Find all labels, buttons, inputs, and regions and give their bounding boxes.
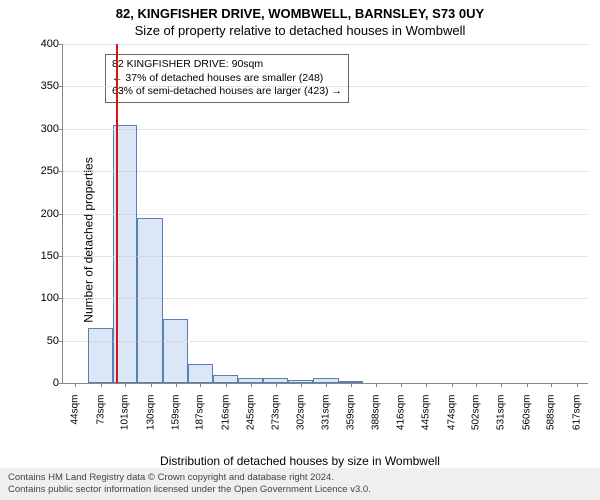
grid-line [63,129,588,130]
x-tick-label: 101sqm [120,395,131,431]
x-tick-mark [452,383,453,387]
y-tick-mark [59,383,63,384]
x-tick-label: 187sqm [195,395,206,431]
y-tick-label: 300 [25,123,59,135]
y-tick-label: 400 [25,38,59,50]
y-tick-mark [59,44,63,45]
x-tick-mark [226,383,227,387]
x-tick-label: 416sqm [395,395,406,431]
x-tick-mark [125,383,126,387]
footer-line-1: Contains HM Land Registry data © Crown c… [8,472,592,484]
x-tick-label: 216sqm [220,395,231,431]
x-tick-mark [376,383,377,387]
y-tick-mark [59,171,63,172]
histogram-bar [137,218,162,383]
x-tick-label: 531sqm [496,395,507,431]
y-tick-label: 0 [25,377,59,389]
x-tick-mark [276,383,277,387]
x-tick-label: 73sqm [95,395,106,425]
page-subtitle: Size of property relative to detached ho… [0,21,600,42]
x-tick-label: 331sqm [321,395,332,431]
histogram-bar [163,319,188,383]
x-tick-mark [200,383,201,387]
annotation-line-1: 82 KINGFISHER DRIVE: 90sqm [112,58,342,72]
grid-line [63,341,588,342]
footer-attribution: Contains HM Land Registry data © Crown c… [0,468,600,500]
y-tick-label: 350 [25,80,59,92]
x-tick-mark [326,383,327,387]
y-tick-mark [59,256,63,257]
y-tick-label: 50 [25,335,59,347]
x-tick-mark [401,383,402,387]
x-tick-label: 617sqm [571,395,582,431]
grid-line [63,214,588,215]
x-tick-label: 588sqm [546,395,557,431]
grid-line [63,171,588,172]
x-tick-mark [476,383,477,387]
grid-line [63,86,588,87]
x-tick-label: 130sqm [145,395,156,431]
histogram-bar [188,364,213,383]
x-tick-mark [527,383,528,387]
x-tick-label: 159sqm [170,395,181,431]
x-tick-mark [551,383,552,387]
annotation-line-2: ← 37% of detached houses are smaller (24… [112,72,342,86]
x-tick-label: 359sqm [345,395,356,431]
x-tick-label: 388sqm [371,395,382,431]
y-tick-mark [59,341,63,342]
x-tick-mark [101,383,102,387]
grid-line [63,256,588,257]
x-tick-label: 502sqm [471,395,482,431]
x-axis-label: Distribution of detached houses by size … [0,454,600,468]
y-tick-label: 200 [25,208,59,220]
plot-area: 82 KINGFISHER DRIVE: 90sqm ← 37% of deta… [62,44,588,384]
x-tick-mark [351,383,352,387]
grid-line [63,44,588,45]
x-tick-label: 44sqm [70,395,81,425]
x-tick-mark [251,383,252,387]
x-tick-label: 302sqm [296,395,307,431]
x-tick-mark [75,383,76,387]
page-title-address: 82, KINGFISHER DRIVE, WOMBWELL, BARNSLEY… [0,0,600,21]
x-tick-label: 474sqm [446,395,457,431]
y-tick-mark [59,298,63,299]
y-tick-mark [59,129,63,130]
y-tick-label: 250 [25,165,59,177]
histogram-bar [88,328,113,383]
marker-line [116,44,118,383]
footer-line-2: Contains public sector information licen… [8,484,592,496]
y-tick-mark [59,214,63,215]
x-tick-label: 560sqm [521,395,532,431]
x-tick-mark [501,383,502,387]
x-tick-mark [577,383,578,387]
y-tick-label: 150 [25,250,59,262]
x-tick-label: 273sqm [270,395,281,431]
x-tick-mark [151,383,152,387]
y-tick-mark [59,86,63,87]
x-tick-mark [301,383,302,387]
grid-line [63,298,588,299]
x-tick-label: 445sqm [421,395,432,431]
histogram-bar [213,375,238,383]
x-tick-mark [176,383,177,387]
histogram-chart: Number of detached properties 82 KINGFIS… [0,40,600,440]
x-tick-mark [426,383,427,387]
y-tick-label: 100 [25,292,59,304]
x-tick-label: 245sqm [246,395,257,431]
annotation-box: 82 KINGFISHER DRIVE: 90sqm ← 37% of deta… [105,54,349,103]
